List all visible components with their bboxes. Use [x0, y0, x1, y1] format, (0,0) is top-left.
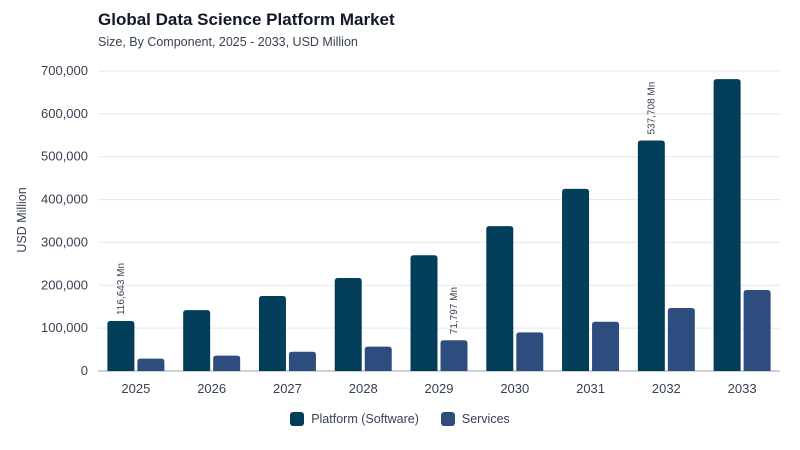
y-axis-ticks: 0 100,000 200,000 300,000 400,000 500,000 600,… — [41, 63, 88, 378]
x-axis-ticks: 2025 2026 2027 2028 2029 2030 2031 2032 2033 — [121, 381, 756, 396]
bar-platform-software[interactable] — [334, 278, 362, 371]
y-tick-label: 0 — [81, 363, 88, 378]
data-label: 537,708 Mn — [646, 82, 657, 135]
chart-subtitle: Size, By Component, 2025 - 2033, USD Mil… — [98, 35, 358, 49]
x-tick-label: 2028 — [349, 381, 378, 396]
chart-title: Global Data Science Platform Market — [98, 10, 395, 29]
bar-platform-software[interactable] — [258, 296, 286, 371]
y-tick-label: 600,000 — [41, 106, 88, 121]
legend: Platform (Software) Services — [0, 412, 800, 426]
legend-label-services: Services — [461, 412, 510, 426]
data-label: 71,797 Mn — [449, 287, 460, 334]
x-tick-label: 2027 — [273, 381, 302, 396]
bar-platform-software[interactable] — [183, 310, 211, 371]
data-labels: 116,643 Mn 71,797 Mn 537,708 Mn — [116, 82, 657, 335]
y-tick-label: 200,000 — [41, 277, 88, 292]
bar-services[interactable] — [213, 355, 241, 371]
bar-platform-software[interactable] — [562, 188, 590, 371]
x-tick-label: 2033 — [728, 381, 757, 396]
bar-services[interactable] — [364, 346, 392, 371]
legend-item-platform[interactable]: Platform (Software) — [290, 412, 419, 426]
legend-swatch-services — [440, 412, 455, 426]
y-tick-label: 300,000 — [41, 234, 88, 249]
gridlines — [98, 70, 780, 372]
x-tick-label: 2025 — [121, 381, 150, 396]
y-tick-label: 500,000 — [41, 149, 88, 164]
bar-services[interactable] — [516, 332, 544, 371]
y-tick-label: 400,000 — [41, 192, 88, 207]
y-tick-label: 700,000 — [41, 63, 88, 78]
x-tick-label: 2029 — [425, 381, 454, 396]
bar-services[interactable] — [743, 290, 771, 371]
x-tick-label: 2032 — [652, 381, 681, 396]
bar-platform-software[interactable] — [486, 226, 514, 371]
y-axis-label: USD Million — [15, 187, 29, 252]
bar-platform-software[interactable] — [713, 79, 741, 372]
bar-services[interactable] — [667, 308, 695, 371]
x-tick-label: 2031 — [576, 381, 605, 396]
bar-platform-software[interactable] — [637, 140, 665, 371]
bar-services[interactable] — [440, 340, 468, 371]
legend-label-platform: Platform (Software) — [311, 412, 419, 426]
bar-services[interactable] — [592, 321, 620, 371]
x-tick-label: 2030 — [500, 381, 529, 396]
bars — [107, 79, 771, 372]
legend-item-services[interactable]: Services — [440, 412, 510, 426]
y-tick-label: 100,000 — [41, 320, 88, 335]
bar-services[interactable] — [288, 351, 316, 371]
x-tick-label: 2026 — [197, 381, 226, 396]
legend-swatch-platform — [290, 412, 305, 426]
bar-platform-software[interactable] — [107, 321, 135, 371]
bar-services[interactable] — [137, 358, 165, 371]
bar-platform-software[interactable] — [410, 255, 438, 371]
data-label: 116,643 Mn — [116, 263, 127, 315]
